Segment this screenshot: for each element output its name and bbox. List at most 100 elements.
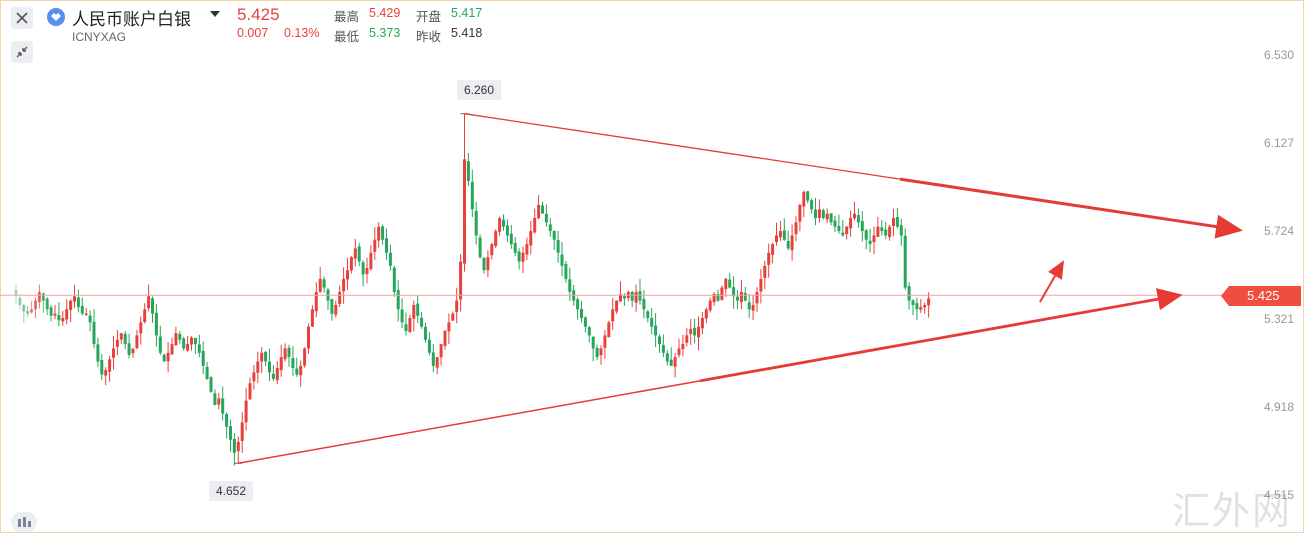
candle-body — [264, 351, 268, 362]
close-icon[interactable] — [11, 7, 33, 29]
candle-body — [26, 311, 30, 314]
candle-body — [381, 226, 385, 240]
candle-body — [115, 339, 119, 347]
instrument-name[interactable]: 人民币账户白银 — [72, 10, 191, 30]
candle-body — [541, 205, 544, 214]
candle-body — [435, 357, 439, 368]
candle-body — [373, 239, 377, 252]
candle-body — [568, 279, 572, 292]
upward-arrow — [1039, 260, 1064, 303]
stat-low-label: 最低 — [334, 29, 360, 44]
candle-body — [252, 372, 256, 382]
candle-body — [778, 231, 782, 238]
candle-body — [283, 348, 287, 360]
candle-body — [482, 257, 486, 271]
candle-body — [65, 309, 69, 320]
candle-body — [845, 226, 849, 234]
candle-body — [564, 263, 568, 279]
candle-body — [236, 441, 240, 452]
candle-body — [88, 315, 92, 323]
chevron-down-icon[interactable] — [210, 11, 220, 17]
candle-body — [751, 304, 755, 311]
trendline-lower-arrow — [699, 288, 1183, 383]
candle-body — [759, 278, 763, 292]
candle-body — [260, 352, 264, 362]
candle-body — [41, 293, 45, 301]
candle-body — [229, 425, 232, 440]
indicator-icon[interactable] — [11, 512, 37, 532]
price-change-pct: 0.13% — [284, 26, 320, 40]
candle-body — [502, 219, 505, 227]
candle-body — [404, 324, 408, 332]
stat-high-label: 最高 — [334, 9, 360, 24]
candle-body — [92, 321, 96, 345]
candle-body — [685, 335, 689, 343]
trendline-upper — [464, 113, 901, 180]
trendline-lower — [238, 380, 701, 464]
candle-body — [739, 291, 743, 303]
candle-body — [583, 317, 587, 327]
candle-body — [45, 298, 49, 310]
candle-body — [798, 204, 802, 222]
candle-body — [232, 438, 236, 453]
candle-body — [486, 257, 490, 271]
candle-body — [712, 294, 716, 303]
candle-body — [650, 317, 654, 327]
candle-body — [814, 209, 817, 219]
candle-body — [560, 254, 564, 266]
last-price: 5.425 — [237, 5, 280, 24]
candle-body — [864, 230, 868, 240]
candle-body — [131, 348, 135, 353]
candle-body — [595, 347, 599, 358]
candle-body — [443, 331, 447, 346]
candle-body — [244, 400, 248, 423]
candle-body — [353, 248, 357, 259]
candle-body — [478, 237, 482, 258]
candle-body — [248, 383, 252, 400]
candle-body — [193, 337, 197, 345]
candle-body — [880, 227, 884, 232]
candle-body — [162, 354, 166, 362]
candle-body — [295, 368, 299, 375]
candle-body — [463, 159, 466, 264]
candle-body — [190, 337, 193, 345]
candle-body — [658, 336, 661, 345]
candle-body — [915, 303, 919, 310]
y-tick-label: 4.918 — [1263, 400, 1294, 414]
candle-body — [700, 318, 704, 329]
candle-body — [357, 246, 361, 262]
candle-body — [119, 333, 123, 340]
candle-body — [287, 347, 291, 358]
candle-body — [170, 344, 174, 355]
candle-body — [856, 215, 860, 223]
candle-body — [747, 302, 751, 310]
collapse-icon[interactable] — [11, 41, 33, 63]
candle-body — [923, 304, 927, 308]
candle-body — [346, 270, 349, 280]
candle-body — [310, 309, 314, 327]
candle-body — [669, 359, 673, 366]
candle-body — [104, 370, 108, 376]
candle-body — [151, 298, 154, 314]
candle-body — [268, 361, 271, 373]
candle-body — [334, 304, 338, 315]
candle-body — [69, 300, 73, 310]
candle-body — [240, 422, 244, 442]
candle-body — [903, 235, 907, 288]
stat-high-value: 5.429 — [369, 6, 401, 20]
candle-body — [829, 213, 833, 223]
candle-body — [123, 333, 127, 345]
candle-body — [763, 265, 767, 278]
candle-body — [525, 244, 529, 255]
stat-open-label: 开盘 — [416, 9, 442, 24]
candle-body — [396, 290, 400, 310]
candle-body — [704, 309, 708, 319]
candle-body — [494, 231, 498, 246]
candle-body — [14, 289, 18, 297]
candle-body — [533, 218, 537, 233]
candle-body — [100, 360, 104, 375]
candle-body — [385, 238, 388, 253]
candle-body — [408, 318, 412, 333]
candle-body — [802, 191, 806, 207]
